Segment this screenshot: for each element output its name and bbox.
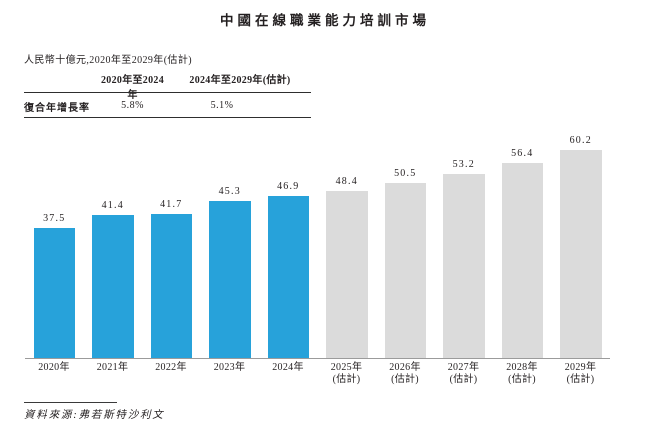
cagr-col1-value: 5.8% — [121, 100, 144, 111]
bar-value-label: 41.7 — [160, 199, 183, 210]
bar-estimate — [443, 174, 485, 358]
bar-value-label: 53.2 — [452, 159, 475, 170]
page-title: 中國在線職業能力培訓市場 — [220, 13, 430, 28]
bar-group-2028年: 56.4 2028年 (估計) — [501, 148, 543, 385]
bar-estimate — [384, 183, 426, 358]
bar-group-2026年: 50.5 2026年 (估計) — [384, 168, 426, 385]
bar-actual — [267, 196, 309, 358]
bar-group-2023年: 45.3 2023年 — [209, 186, 251, 373]
bar-group-2020年: 37.5 2020年 — [33, 213, 75, 373]
bar-category-label: 2023年 — [213, 362, 246, 373]
bar-group-2025年: 48.4 2025年 (估計) — [326, 176, 368, 385]
bar-value-label: 41.4 — [101, 200, 124, 211]
bar-group-2022年: 41.7 2022年 — [150, 199, 192, 373]
bar-category-label: 2024年 — [272, 362, 304, 373]
bar-estimate — [326, 191, 368, 358]
bar-value-label: 56.4 — [511, 148, 534, 159]
bar-category-label: 2025年 (估計) — [330, 362, 363, 385]
bar-value-label: 37.5 — [43, 213, 66, 224]
bar-group-2024年: 46.9 2024年 — [267, 181, 309, 373]
bar-value-label: 45.3 — [218, 186, 241, 197]
source-divider-line — [24, 402, 117, 403]
bar-estimate — [560, 150, 602, 358]
cagr-col2-value: 5.1% — [210, 100, 234, 111]
cagr-table-rule-top — [24, 92, 311, 93]
cagr-col2-header: 2024年至2029年(估計) — [189, 75, 291, 86]
bar-actual — [209, 201, 251, 358]
chart-unit-note: 人民幣十億元,2020年至2029年(估計) — [24, 55, 192, 66]
cagr-row-label: 復合年增長率 — [24, 103, 90, 114]
bar-group-2029年: 60.2 2029年 (估計) — [560, 135, 602, 385]
source-note: 資料來源:弗若斯特沙利文 — [24, 410, 165, 421]
bar-group-2027年: 53.2 2027年 (估計) — [443, 159, 485, 385]
bar-estimate — [501, 163, 543, 358]
bar-category-label: 2029年 (估計) — [564, 362, 597, 385]
bar-actual — [92, 215, 134, 358]
bar-value-label: 60.2 — [569, 135, 592, 146]
bar-category-label: 2020年 — [38, 362, 70, 373]
bar-category-label: 2021年 — [96, 362, 129, 373]
bar-actual — [150, 214, 192, 358]
bar-value-label: 50.5 — [394, 168, 417, 179]
bar-category-label: 2022年 — [155, 362, 187, 373]
bar-value-label: 48.4 — [335, 176, 358, 187]
cagr-col1-header: 2020年至2024年 — [101, 75, 164, 101]
cagr-table-rule-bottom — [24, 117, 311, 118]
bar-category-label: 2027年 (估計) — [447, 362, 480, 385]
bar-group-2021年: 41.4 2021年 — [92, 200, 134, 373]
bar-value-label: 46.9 — [277, 181, 300, 192]
bar-actual — [33, 228, 75, 358]
x-axis-line — [25, 357, 610, 359]
bar-category-label: 2028年 (估計) — [506, 362, 538, 385]
bar-category-label: 2026年 (估計) — [389, 362, 421, 385]
